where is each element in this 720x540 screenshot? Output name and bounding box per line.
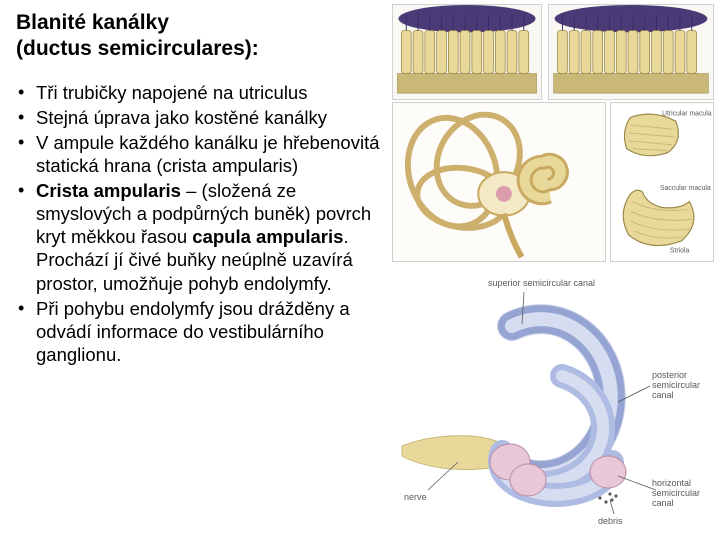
diagram-haircells-left <box>392 4 542 100</box>
diagram-semicircular-canals: superior semicircular canal posterior se… <box>392 266 714 534</box>
bullet-2: Stejná úprava jako kostěné kanálky <box>16 106 386 129</box>
image-area: Utricular macula Saccular macula Striola <box>392 4 716 536</box>
bullet-4-capula: capula ampularis <box>192 226 343 247</box>
title-line-2: (ductus semicirculares): <box>16 37 259 60</box>
label-debris: debris <box>598 516 623 526</box>
label-striola: Striola <box>670 248 690 255</box>
label-superior-canal: superior semicircular canal <box>488 278 595 288</box>
label-utricular: Utricular macula <box>662 110 712 117</box>
bullet-4: Crista ampularis – (složená ze smyslovýc… <box>16 179 386 295</box>
diagram-macula: Utricular macula Saccular macula Striola <box>610 102 714 262</box>
title-line-1: Blanité kanálky <box>16 11 169 34</box>
bullet-list: Tři trubičky napojené na utriculus Stejn… <box>16 81 386 367</box>
diagram-haircells-right <box>548 4 714 100</box>
bullet-1: Tři trubičky napojené na utriculus <box>16 81 386 104</box>
bullet-5: Při pohybu endolymfy jsou drážděny a odv… <box>16 297 386 366</box>
label-saccular: Saccular macula <box>660 185 711 192</box>
slide-title: Blanité kanálky (ductus semicirculares): <box>16 10 386 63</box>
label-nerve: nerve <box>404 492 427 502</box>
bullet-3: V ampule každého kanálku je hřebenovitá … <box>16 131 386 177</box>
diagram-inner-ear <box>392 102 606 262</box>
bullet-4-lead: Crista ampularis <box>36 180 181 201</box>
